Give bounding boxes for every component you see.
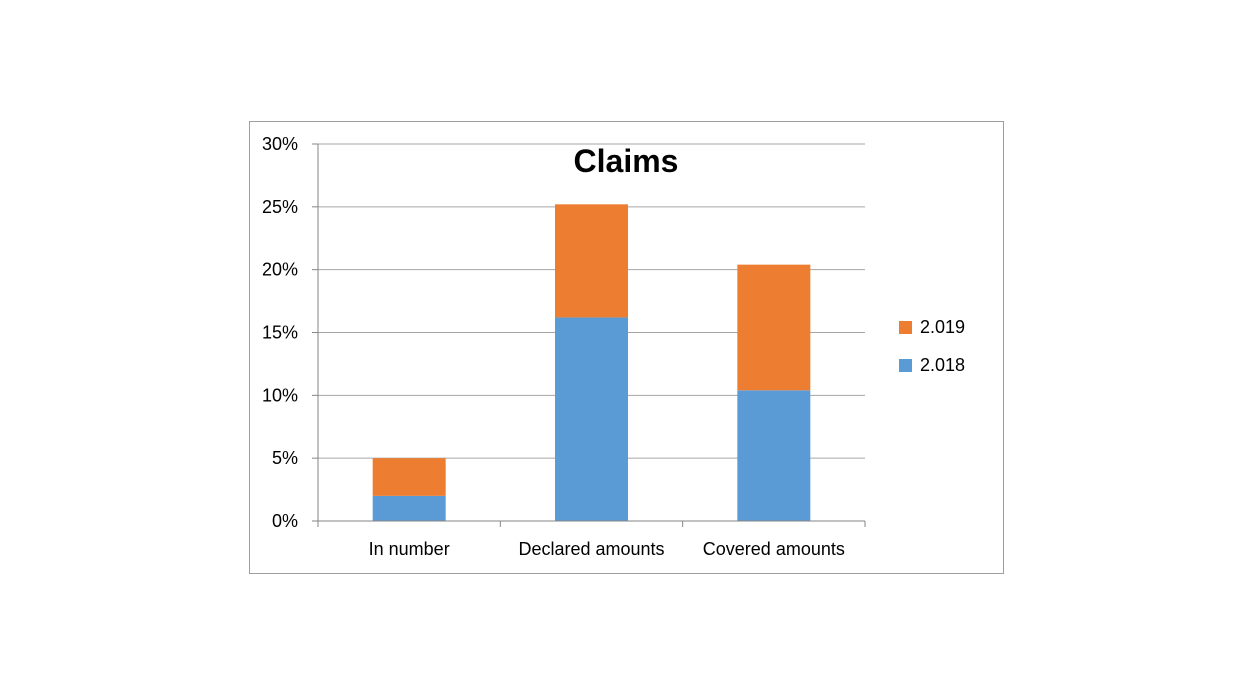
y-tick-label: 0%: [272, 511, 298, 531]
legend-swatch: [899, 321, 912, 334]
bar-2-019-declared-amounts: [555, 204, 628, 318]
bar-2-019-in-number: [372, 458, 446, 496]
x-category-labels: In number Declared amounts Covered amounts: [369, 539, 845, 559]
bars: [372, 204, 811, 521]
bar-2-018-covered-amounts: [737, 390, 811, 521]
x-category-label: In number: [369, 539, 450, 559]
chart-title: Claims: [574, 143, 679, 179]
y-tick-labels: 0% 5% 10% 15% 20% 25% 30%: [262, 134, 298, 531]
legend-label: 2.019: [920, 317, 965, 337]
legend: 2.019 2.018: [899, 317, 965, 375]
legend-swatch: [899, 359, 912, 372]
y-tick-label: 30%: [262, 134, 298, 154]
y-tick-label: 10%: [262, 385, 298, 405]
axes: [312, 143, 866, 527]
x-category-label: Declared amounts: [518, 539, 664, 559]
bar-2-018-in-number: [372, 495, 446, 521]
y-tick-label: 15%: [262, 323, 298, 343]
bar-2-019-covered-amounts: [737, 264, 811, 391]
legend-label: 2.018: [920, 355, 965, 375]
y-tick-label: 20%: [262, 260, 298, 280]
bar-2-018-declared-amounts: [555, 317, 628, 521]
y-tick-label: 25%: [262, 197, 298, 217]
x-category-label: Covered amounts: [703, 539, 845, 559]
y-tick-label: 5%: [272, 448, 298, 468]
